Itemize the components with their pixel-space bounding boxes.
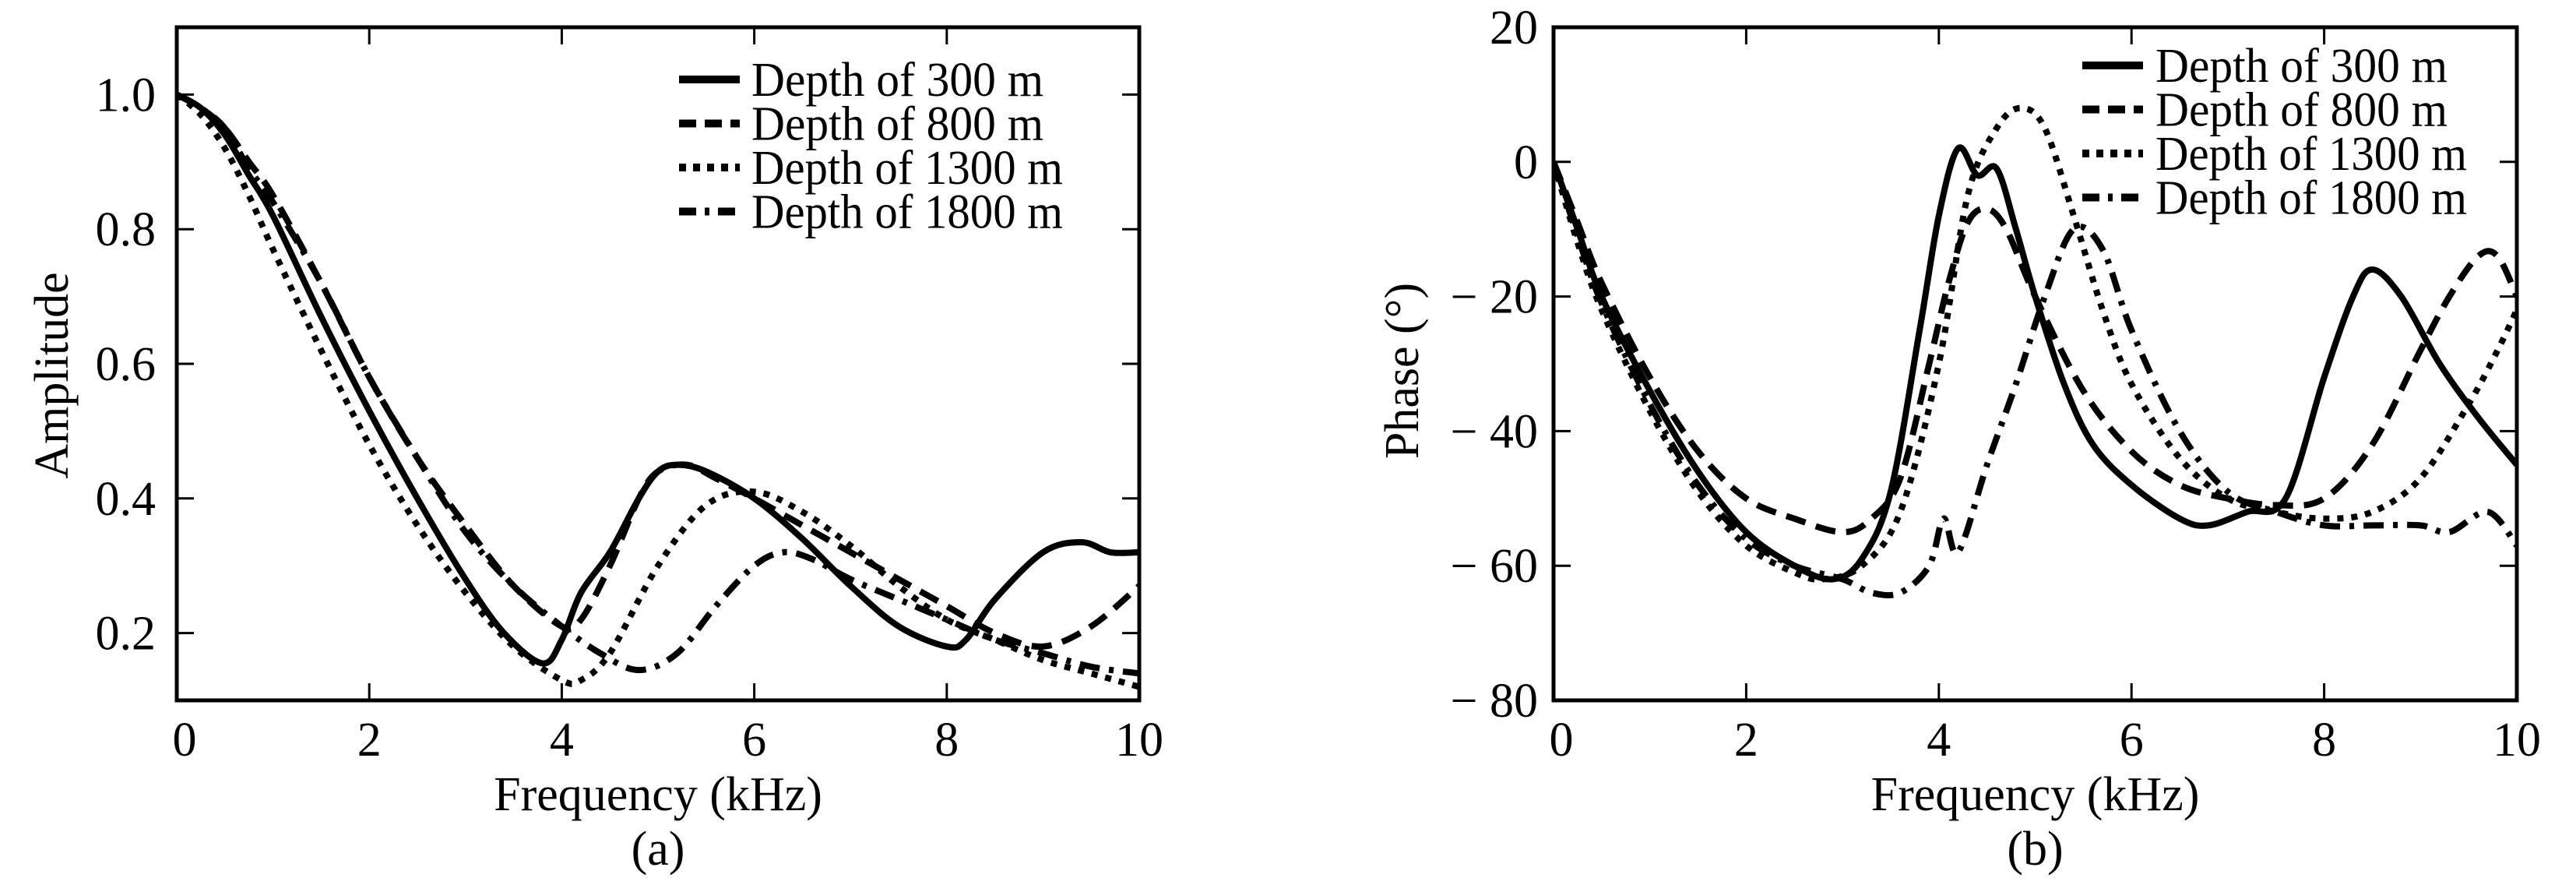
legend-item-300m: Depth of 300 m	[679, 54, 1043, 107]
legend-label: Depth of 300 m	[751, 54, 1043, 107]
legend-label: Depth of 1300 m	[2155, 128, 2467, 181]
y-tick-label: 0	[1514, 136, 1538, 189]
y-tick-label: 20	[1490, 2, 1538, 55]
legend-item-1300m: Depth of 1300 m	[679, 142, 1063, 195]
x-tick-label: 8	[2312, 714, 2336, 767]
amplitude-legend: Depth of 300 m Depth of 800 m Depth of 1…	[679, 54, 1063, 239]
x-tick-label: 10	[2493, 714, 2541, 767]
legend-label: Depth of 300 m	[2155, 40, 2448, 93]
amplitude-tick-labels: 0 2 4 6 8 10 0.2 0.4 0.6 0.8 1.0	[96, 69, 1164, 767]
series-line-dashdot	[177, 91, 1139, 677]
legend-label: Depth of 1800 m	[751, 186, 1063, 239]
y-tick-label: 0.4	[96, 473, 157, 526]
x-tick-label: 2	[357, 714, 382, 767]
legend-label: Depth of 800 m	[2155, 84, 2448, 137]
amplitude-chart: 0 2 4 6 8 10 0.2 0.4 0.6 0.8 1.0 Frequency (kHz) A…	[26, 25, 1164, 876]
y-tick-label: − 60	[1451, 540, 1538, 593]
y-tick-label: 0.8	[96, 203, 157, 256]
legend-label: Depth of 800 m	[751, 98, 1043, 151]
amplitude-curves	[177, 91, 1139, 690]
phase-y-axis-label: Phase (°)	[1376, 283, 1429, 459]
phase-tick-labels: 0 2 4 6 8 10 − 80 − 60 − 40 − 20 0 20	[1451, 2, 2541, 767]
amplitude-y-axis-label: Amplitude	[26, 272, 79, 478]
amplitude-ticks	[175, 27, 1141, 700]
x-tick-label: 4	[550, 714, 574, 767]
legend-label: Depth of 1800 m	[2155, 172, 2467, 225]
phase-legend: Depth of 300 m Depth of 800 m Depth of 1…	[2082, 40, 2467, 225]
x-tick-label: 8	[934, 714, 959, 767]
phase-curves	[1554, 104, 2517, 599]
series-line-dotted	[1554, 104, 2517, 583]
series-line-dashdot	[1554, 160, 2517, 599]
x-tick-label: 0	[1550, 714, 1574, 767]
legend-item-1800m: Depth of 1800 m	[679, 186, 1063, 239]
y-tick-label: 0.6	[96, 338, 157, 391]
phase-chart: 0 2 4 6 8 10 − 80 − 60 − 40 − 20 0 20 Frequency (kH…	[1376, 2, 2541, 876]
panel-label-b: (b)	[2007, 823, 2063, 876]
phase-ticks	[1552, 26, 2518, 702]
y-tick-label: − 40	[1451, 405, 1538, 458]
phase-plot-frame	[1551, 25, 2519, 703]
legend-label: Depth of 1300 m	[751, 142, 1063, 195]
amplitude-x-axis-label: Frequency (kHz)	[494, 768, 822, 821]
y-tick-label: − 20	[1451, 271, 1538, 324]
y-tick-label: 0.2	[96, 608, 157, 661]
legend-item-300m: Depth of 300 m	[2082, 40, 2448, 93]
x-tick-label: 6	[2120, 714, 2144, 767]
phase-x-axis-label: Frequency (kHz)	[1871, 768, 2200, 821]
x-tick-label: 0	[173, 714, 197, 767]
x-tick-label: 10	[1115, 714, 1163, 767]
y-tick-label: 1.0	[96, 69, 157, 122]
legend-item-1300m: Depth of 1300 m	[2082, 128, 2467, 181]
series-line-dashed	[177, 91, 1139, 650]
x-tick-label: 6	[742, 714, 766, 767]
panel-label-a: (a)	[632, 823, 685, 876]
legend-item-800m: Depth of 800 m	[2082, 84, 2448, 137]
x-tick-label: 4	[1927, 714, 1951, 767]
series-line-dashed	[1554, 160, 2517, 535]
y-tick-label: − 80	[1451, 675, 1538, 728]
legend-item-1800m: Depth of 1800 m	[2082, 172, 2467, 225]
legend-item-800m: Depth of 800 m	[679, 98, 1043, 151]
series-line-solid	[1554, 144, 2517, 583]
x-tick-label: 2	[1734, 714, 1758, 767]
